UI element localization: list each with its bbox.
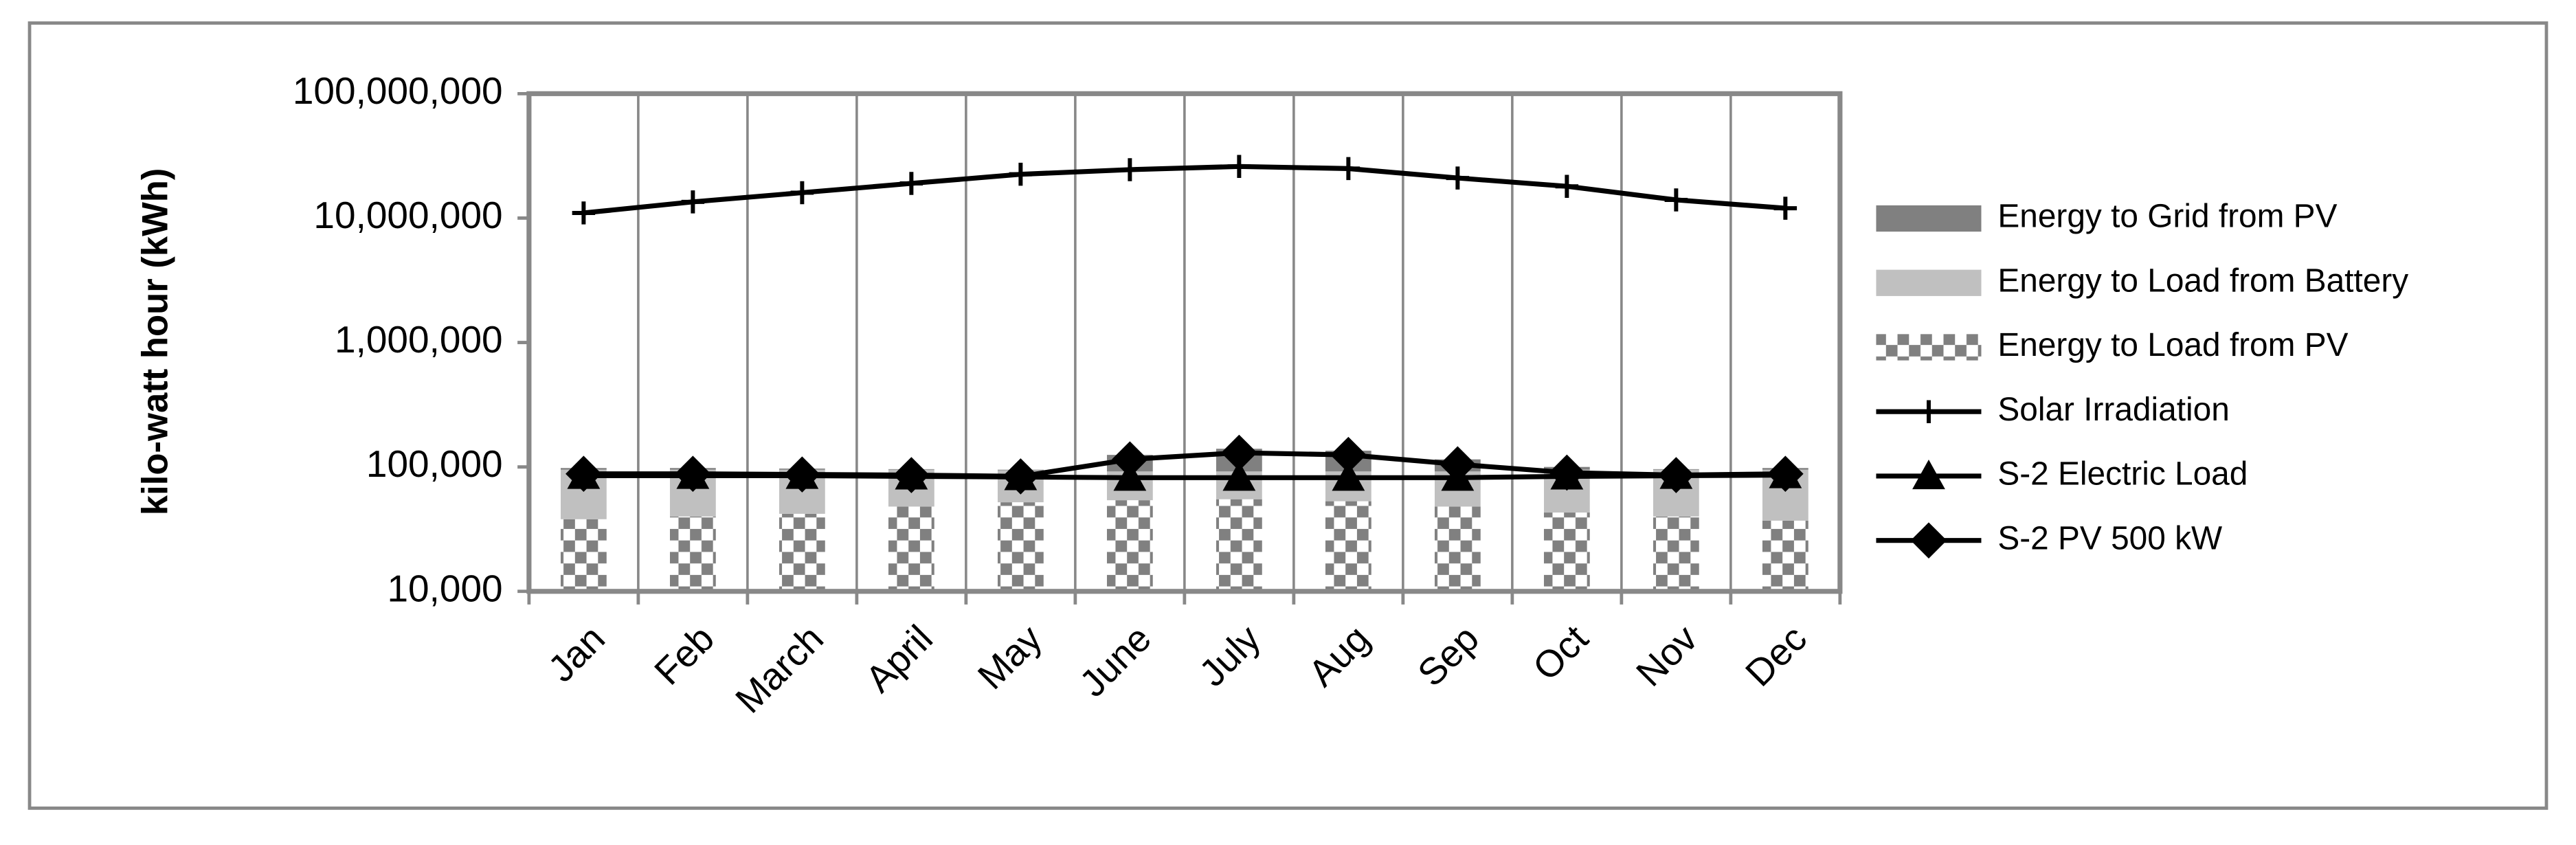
- y-tick-label: 1,000,000: [335, 318, 503, 361]
- bar-segment: [1106, 500, 1153, 592]
- bar-segment: [669, 516, 716, 592]
- bar-segment: [1762, 520, 1808, 592]
- marker-diamond: [1330, 436, 1367, 473]
- legend-swatch: [1876, 205, 1982, 232]
- marker-plus: [572, 201, 596, 225]
- marker-plus: [1773, 196, 1797, 220]
- series-line: [583, 164, 1786, 216]
- marker-diamond: [1221, 434, 1257, 471]
- marker-plus: [1336, 157, 1360, 181]
- marker-plus: [1446, 166, 1470, 190]
- bar-segment: [1653, 516, 1699, 592]
- marker-plus: [1664, 188, 1688, 212]
- marker-triangle: [1222, 461, 1256, 491]
- marker-plus: [1118, 158, 1142, 181]
- marker-diamond: [565, 455, 602, 493]
- marker-plus: [1917, 400, 1940, 423]
- legend-label: Energy to Grid from PV: [1997, 199, 2337, 235]
- legend-label: S-2 Electric Load: [1997, 456, 2248, 493]
- bar-segment: [1434, 506, 1481, 592]
- y-tick-label: 10,000: [387, 567, 502, 609]
- bar-segment: [997, 502, 1044, 592]
- bar-segment: [888, 506, 934, 592]
- marker-plus: [1009, 162, 1033, 186]
- legend-label: Energy to Load from PV: [1997, 327, 2348, 363]
- bar-segment: [779, 513, 825, 592]
- legend-swatch: [1876, 269, 1982, 296]
- bar-segment: [1325, 501, 1371, 592]
- y-axis-label: kilo-watt hour (kWh): [135, 168, 175, 515]
- bar-segment: [1543, 512, 1590, 592]
- legend-label: S-2 PV 500 kW: [1997, 520, 2222, 556]
- marker-diamond: [1767, 455, 1804, 493]
- marker-plus: [899, 172, 923, 195]
- marker-plus: [1555, 174, 1579, 198]
- marker-diamond: [784, 456, 820, 493]
- legend-swatch: [1876, 334, 1982, 361]
- y-tick-label: 100,000,000: [293, 69, 503, 112]
- series-line: [583, 450, 1786, 479]
- legend-label: Solar Irradiation: [1997, 392, 2229, 428]
- marker-diamond: [1910, 522, 1947, 559]
- bar-segment: [1216, 499, 1262, 592]
- marker-plus: [681, 190, 705, 214]
- marker-diamond: [1112, 441, 1148, 477]
- marker-triangle: [1912, 460, 1945, 490]
- marker-plus: [1227, 155, 1251, 179]
- marker-diamond: [1440, 446, 1476, 483]
- marker-plus: [790, 181, 814, 205]
- y-tick-label: 100,000: [366, 442, 503, 485]
- legend-label: Energy to Load from Battery: [1997, 262, 2408, 299]
- marker-triangle: [1332, 461, 1365, 491]
- bar-segment: [560, 519, 607, 592]
- y-tick-label: 10,000,000: [313, 194, 502, 236]
